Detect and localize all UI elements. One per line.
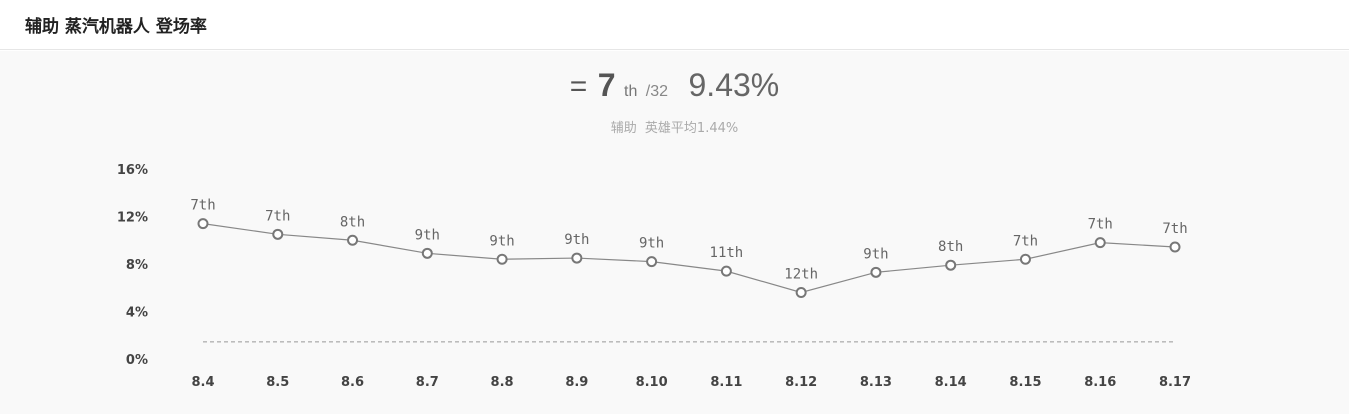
x-tick-label: 8.16	[1084, 375, 1116, 390]
data-point-marker	[1019, 253, 1031, 265]
data-point-label: 11th	[710, 245, 744, 261]
data-point-marker	[646, 256, 658, 268]
y-tick-label: 0%	[126, 353, 148, 368]
y-tick-label: 16%	[117, 163, 148, 178]
data-point-marker	[347, 234, 359, 246]
rank-summary: = 7 th /32 9.43%	[0, 67, 1349, 104]
average-label: 英雄平均1.44%	[644, 121, 739, 136]
x-tick-label: 8.5	[266, 375, 289, 390]
panel-header: 辅助 蒸汽机器人 登场率	[0, 0, 1349, 50]
rank-number: 7	[597, 67, 616, 103]
y-tick-label: 8%	[126, 258, 148, 273]
y-tick-label: 4%	[126, 306, 148, 321]
data-point-label: 7th	[1162, 221, 1187, 237]
panel-title: 辅助 蒸汽机器人 登场率	[25, 17, 207, 37]
data-point-marker	[496, 253, 508, 265]
data-point-marker	[1169, 241, 1181, 253]
y-tick-label: 12%	[117, 211, 148, 226]
data-point-marker	[571, 252, 583, 264]
panel-body: = 7 th /32 9.43% 辅助 英雄平均1.44%	[0, 51, 1349, 414]
rank-suffix: th	[624, 83, 638, 100]
x-tick-label: 8.6	[341, 375, 364, 390]
data-point-label: 12th	[784, 267, 818, 283]
data-point-label: 7th	[1088, 217, 1113, 233]
data-point-label: 9th	[639, 236, 664, 252]
x-tick-label: 8.8	[491, 375, 514, 390]
data-point-marker	[197, 218, 209, 230]
usage-rate-value: 9.43%	[688, 67, 780, 103]
x-tick-label: 8.7	[416, 375, 439, 390]
x-tick-label: 8.14	[935, 375, 967, 390]
data-point-label: 9th	[863, 246, 888, 262]
data-point-marker	[795, 287, 807, 298]
rank-change-indicator: =	[569, 70, 588, 103]
data-point-label: 9th	[564, 232, 589, 248]
x-tick-label: 8.11	[710, 375, 742, 390]
data-point-label: 7th	[1013, 233, 1038, 249]
data-point-label: 7th	[265, 208, 290, 224]
series-line	[202, 223, 1176, 294]
data-point-marker	[1094, 237, 1106, 249]
x-tick-label: 8.10	[636, 375, 668, 390]
x-tick-label: 8.15	[1009, 375, 1041, 390]
x-tick-label: 8.9	[565, 375, 588, 390]
data-point-label: 9th	[415, 227, 440, 243]
data-point-label: 7th	[190, 198, 215, 214]
x-tick-label: 8.4	[191, 375, 214, 390]
role-label: 辅助	[610, 121, 637, 136]
role-average: 辅助 英雄平均1.44%	[0, 117, 1349, 136]
data-point-label: 9th	[489, 233, 514, 249]
data-point-marker	[720, 265, 732, 277]
data-point-marker	[945, 259, 957, 271]
data-point-marker	[870, 266, 882, 278]
data-point-marker	[421, 247, 433, 259]
x-tick-label: 8.13	[860, 375, 892, 390]
x-tick-label: 8.17	[1159, 375, 1191, 390]
data-point-marker	[272, 228, 284, 240]
rank-total: /32	[645, 83, 669, 100]
data-point-label: 8th	[938, 239, 963, 255]
x-tick-label: 8.12	[785, 375, 817, 390]
data-point-label: 8th	[340, 214, 365, 230]
